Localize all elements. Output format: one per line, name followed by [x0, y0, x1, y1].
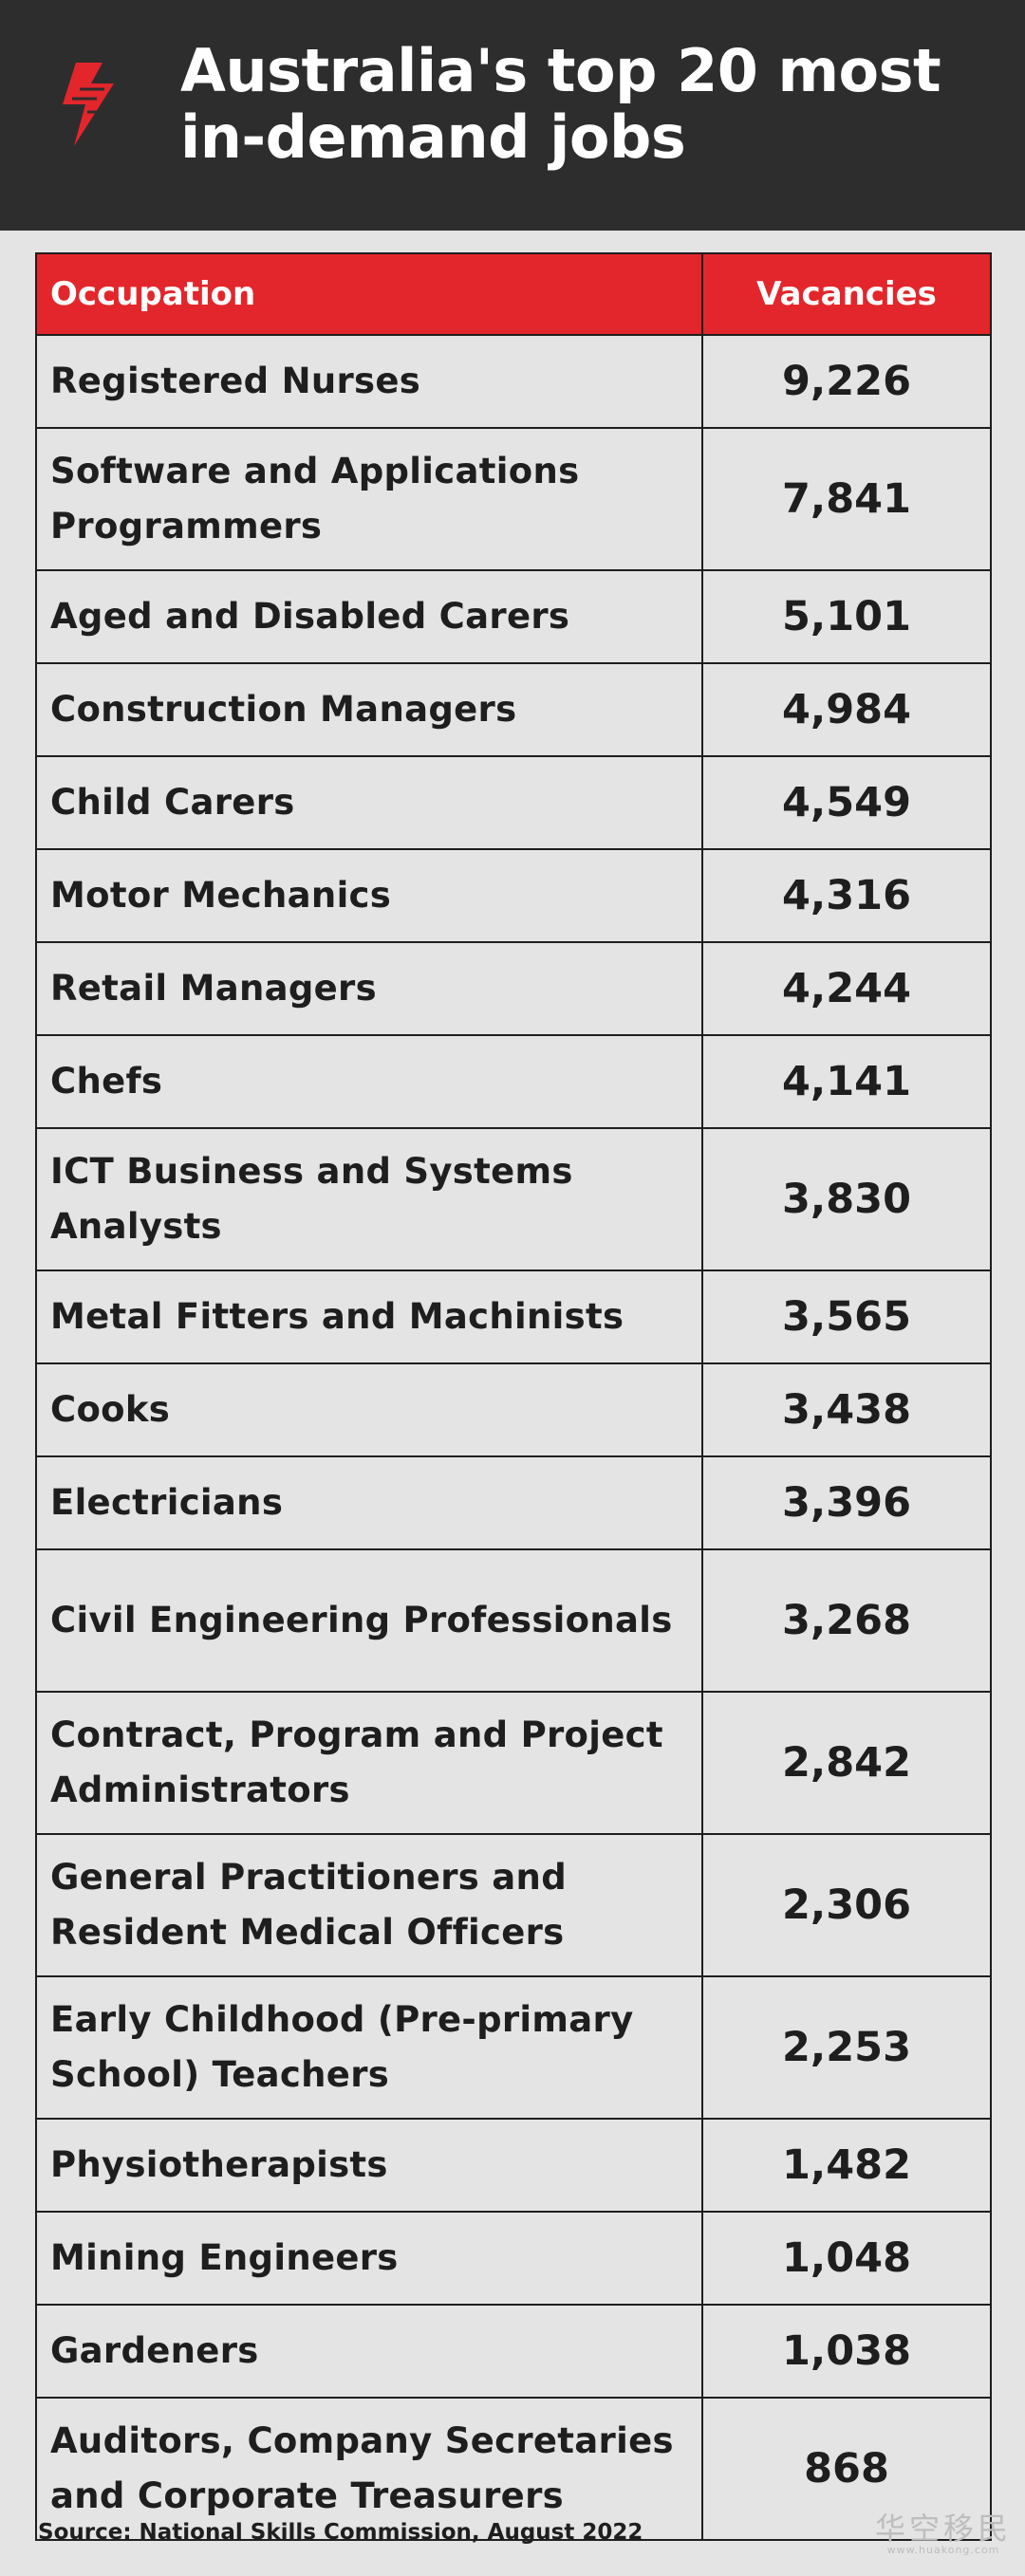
- vacancies-cell: 3,268: [701, 1548, 992, 1693]
- column-header-vacancies: Vacancies: [701, 252, 992, 336]
- sbs-logo-icon: [63, 63, 114, 146]
- table-body: Registered Nurses 9,226 Software and Appli…: [35, 334, 992, 2541]
- occupation-cell: Gardeners: [35, 2304, 703, 2399]
- table-row: Aged and Disabled Carers 5,101: [35, 569, 992, 664]
- occupation-cell: Auditors, Company Secretaries and Corpor…: [35, 2397, 703, 2541]
- occupation-cell: Mining Engineers: [35, 2211, 703, 2306]
- occupation-cell: Physiotherapists: [35, 2118, 703, 2213]
- occupation-cell: Child Carers: [35, 755, 703, 850]
- table-row: Early Childhood (Pre-primary School) Tea…: [35, 1975, 992, 2120]
- vacancies-cell: 4,141: [701, 1034, 992, 1129]
- table-row: Metal Fitters and Machinists 3,565: [35, 1269, 992, 1364]
- vacancies-cell: 3,565: [701, 1269, 992, 1364]
- table-row: Construction Managers 4,984: [35, 662, 992, 757]
- occupation-cell: Electricians: [35, 1455, 703, 1550]
- vacancies-cell: 3,830: [701, 1127, 992, 1271]
- vacancies-cell: 3,438: [701, 1362, 992, 1457]
- table-row: Chefs 4,141: [35, 1034, 992, 1129]
- occupation-cell: Construction Managers: [35, 662, 703, 757]
- vacancies-cell: 1,038: [701, 2304, 992, 2399]
- watermark-text: 华空移民: [874, 2511, 1012, 2547]
- table-row: Cooks 3,438: [35, 1362, 992, 1457]
- watermark-subtext: www.huakong.com: [886, 2544, 1000, 2556]
- occupation-cell: Metal Fitters and Machinists: [35, 1269, 703, 1364]
- table-row: Civil Engineering Professionals 3,268: [35, 1548, 992, 1693]
- table-row: ICT Business and Systems Analysts 3,830: [35, 1127, 992, 1271]
- vacancies-cell: 1,482: [701, 2118, 992, 2213]
- vacancies-cell: 4,316: [701, 848, 992, 943]
- occupation-cell: Aged and Disabled Carers: [35, 569, 703, 664]
- vacancies-cell: 2,306: [701, 1833, 992, 1977]
- occupation-cell: Software and Applications Programmers: [35, 427, 703, 571]
- occupation-cell: Registered Nurses: [35, 334, 703, 429]
- occupation-cell: Retail Managers: [35, 941, 703, 1036]
- table-row: Auditors, Company Secretaries and Corpor…: [35, 2397, 992, 2541]
- occupation-cell: Contract, Program and Project Administra…: [35, 1691, 703, 1835]
- page-title: Australia's top 20 most in-demand jobs: [180, 36, 941, 172]
- vacancies-cell: 4,244: [701, 941, 992, 1036]
- occupation-cell: Motor Mechanics: [35, 848, 703, 943]
- occupation-cell: ICT Business and Systems Analysts: [35, 1127, 703, 1271]
- table-row: Child Carers 4,549: [35, 755, 992, 850]
- source-note: Source: National Skills Commission, Augu…: [38, 2520, 643, 2545]
- table-row: Gardeners 1,038: [35, 2304, 992, 2399]
- column-header-occupation: Occupation: [35, 252, 703, 336]
- table-row: Physiotherapists 1,482: [35, 2118, 992, 2213]
- vacancies-cell: 1,048: [701, 2211, 992, 2306]
- vacancies-cell: 868: [701, 2397, 992, 2541]
- occupation-cell: General Practitioners and Resident Medic…: [35, 1833, 703, 1977]
- vacancies-cell: 4,549: [701, 755, 992, 850]
- jobs-table-container: Occupation Vacancies Registered Nurses 9,…: [35, 252, 992, 2541]
- jobs-table: Occupation Vacancies Registered Nurses 9,…: [35, 252, 992, 2541]
- vacancies-cell: 4,984: [701, 662, 992, 757]
- table-row: Contract, Program and Project Administra…: [35, 1691, 992, 1835]
- occupation-cell: Early Childhood (Pre-primary School) Tea…: [35, 1975, 703, 2120]
- vacancies-cell: 9,226: [701, 334, 992, 429]
- vacancies-cell: 2,253: [701, 1975, 992, 2120]
- table-row: Registered Nurses 9,226: [35, 334, 992, 429]
- table-row: Mining Engineers 1,048: [35, 2211, 992, 2306]
- table-row: Electricians 3,396: [35, 1455, 992, 1550]
- occupation-cell: Cooks: [35, 1362, 703, 1457]
- vacancies-cell: 5,101: [701, 569, 992, 664]
- table-row: General Practitioners and Resident Medic…: [35, 1833, 992, 1977]
- vacancies-cell: 2,842: [701, 1691, 992, 1835]
- watermark: 华空移民 www.huakong.com: [875, 2512, 1012, 2556]
- table-row: Motor Mechanics 4,316: [35, 848, 992, 943]
- table-header-row: Occupation Vacancies: [35, 252, 992, 336]
- occupation-cell: Civil Engineering Professionals: [35, 1548, 703, 1693]
- vacancies-cell: 3,396: [701, 1455, 992, 1550]
- header-banner: Australia's top 20 most in-demand jobs: [0, 0, 1025, 231]
- table-row: Software and Applications Programmers 7,8…: [35, 427, 992, 571]
- occupation-cell: Chefs: [35, 1034, 703, 1129]
- vacancies-cell: 7,841: [701, 427, 992, 571]
- table-row: Retail Managers 4,244: [35, 941, 992, 1036]
